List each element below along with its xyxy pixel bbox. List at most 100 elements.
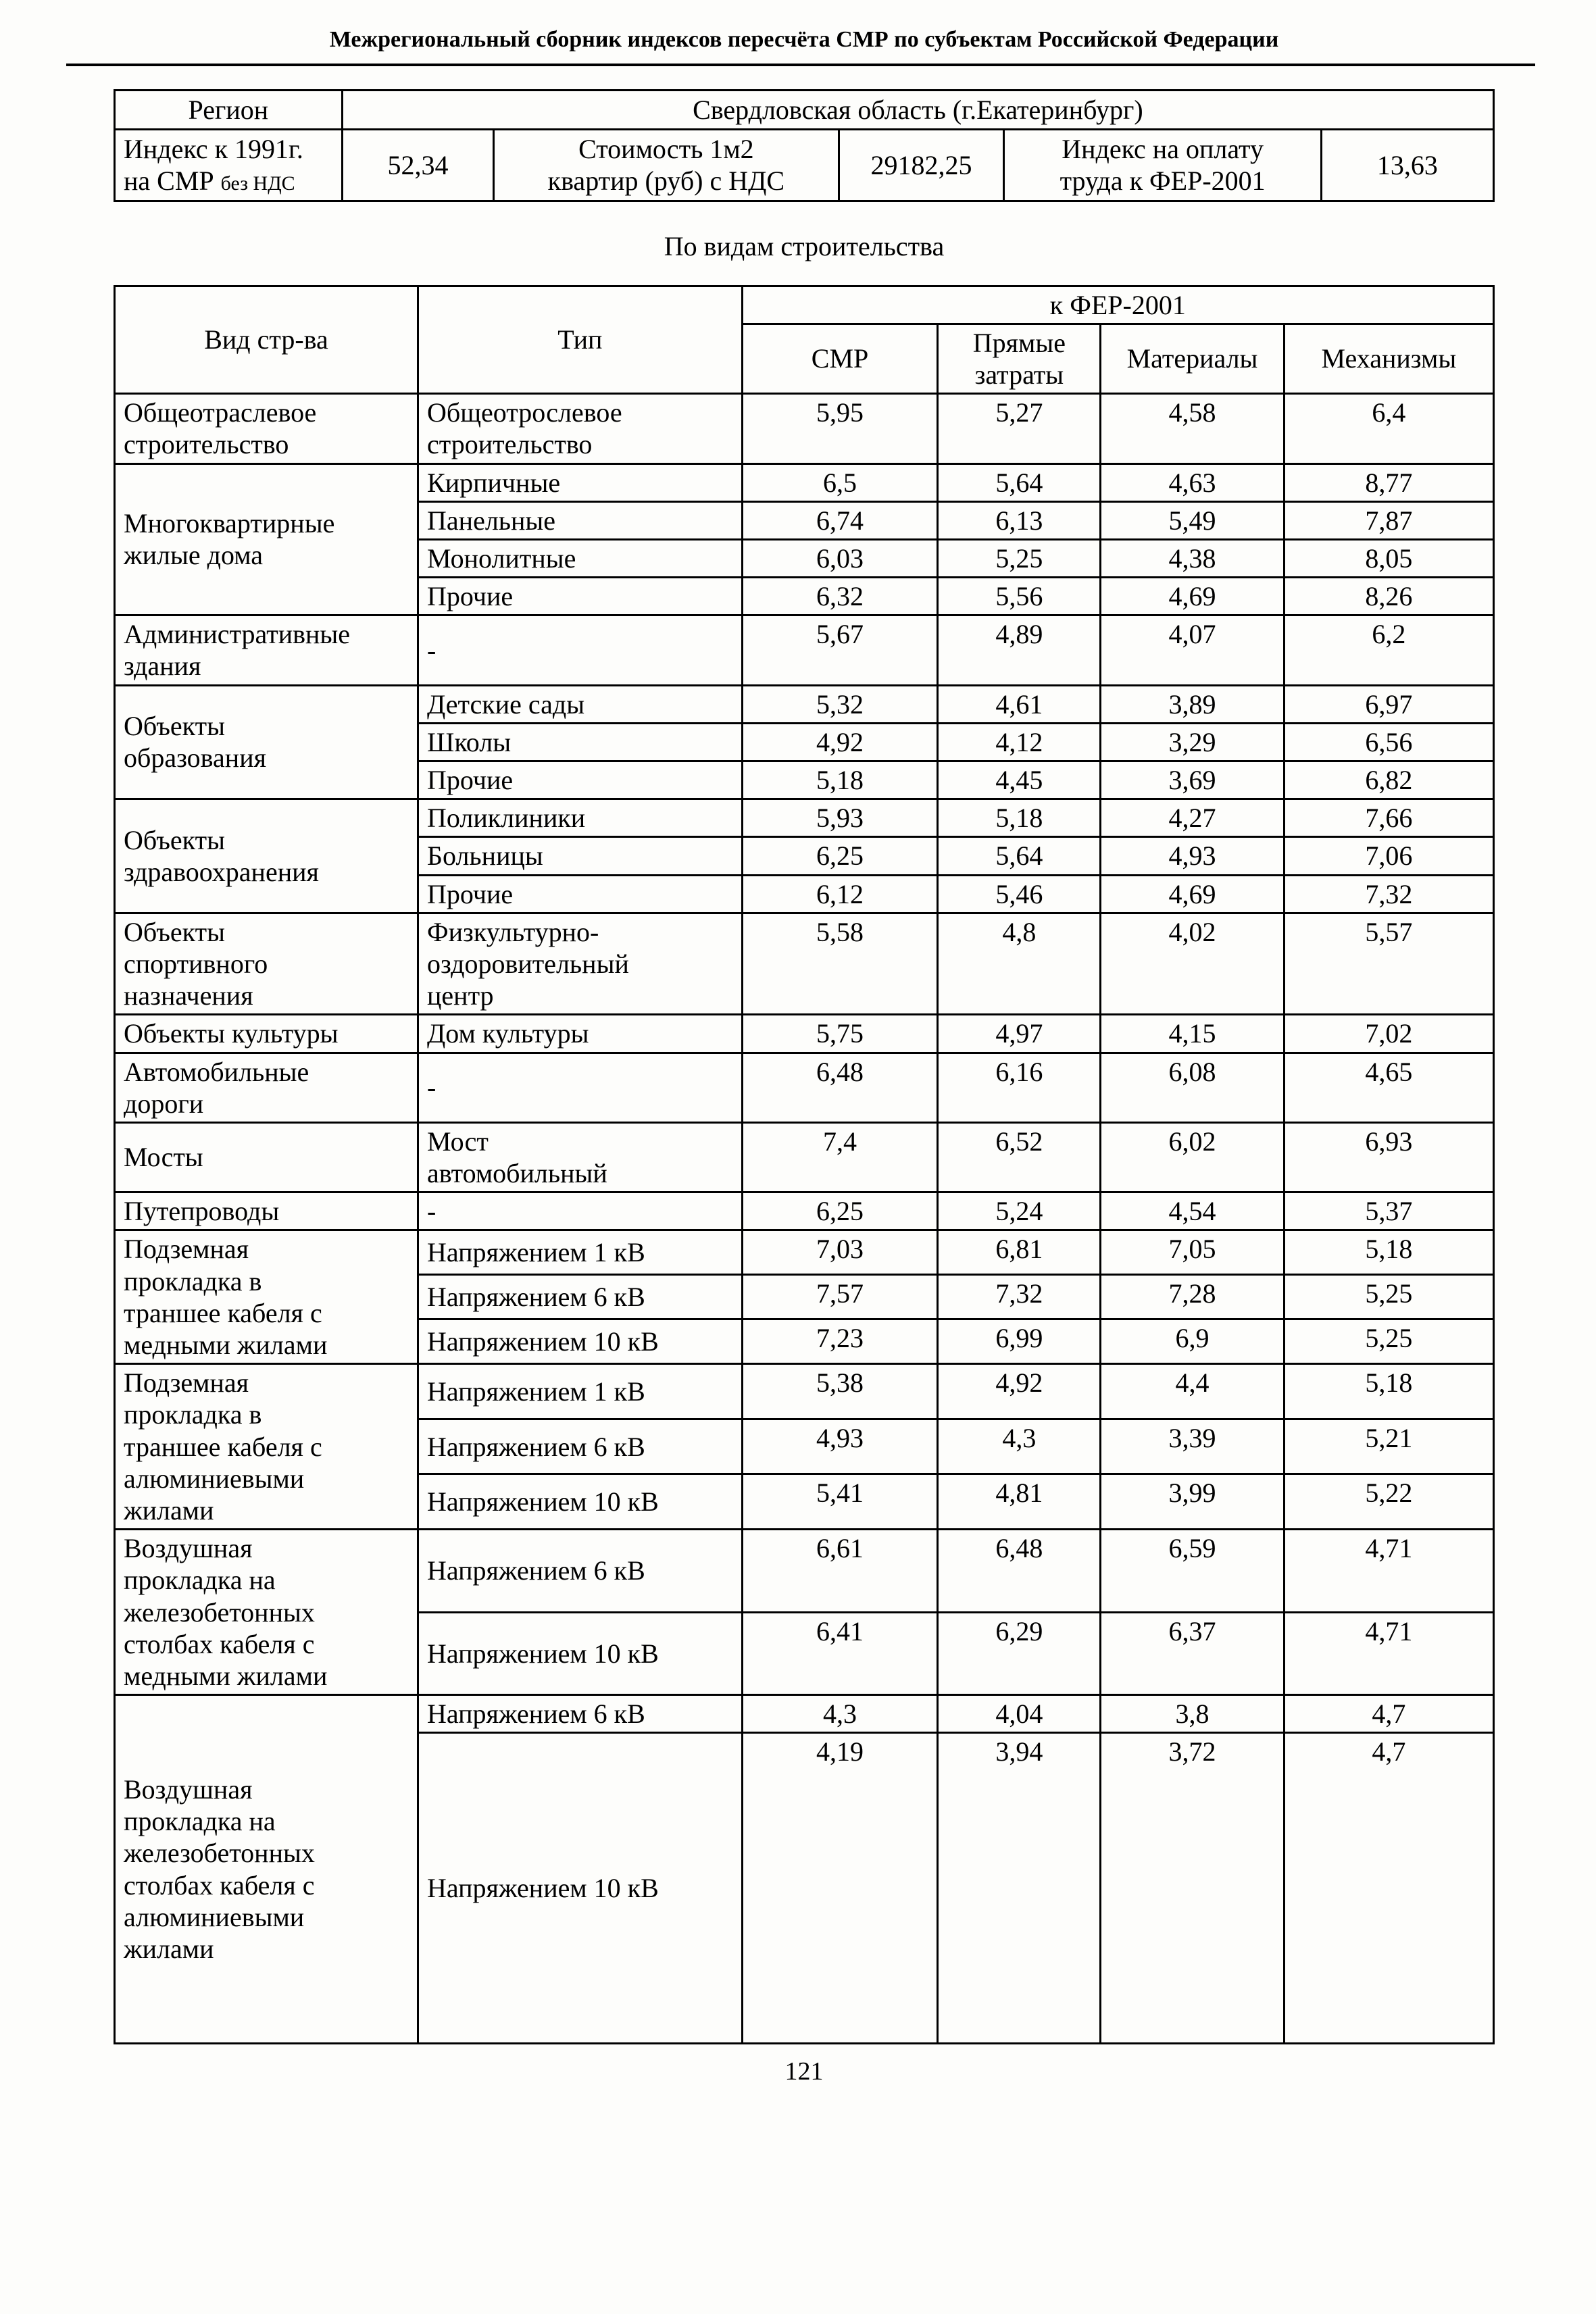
type-cell: Напряжением 10 кВ — [417, 1473, 743, 1531]
direct-costs-value: 5,56 — [937, 576, 1102, 617]
smr-value: 6,12 — [741, 874, 939, 914]
direct-costs-value: 5,18 — [937, 798, 1102, 838]
summary-row-indexes: Индекс к 1991г. на СМР без НДС 52,34 Стои… — [114, 128, 1495, 202]
smr-value: 6,32 — [741, 576, 939, 617]
type-cell: Монолитные — [417, 538, 743, 579]
materials-value: 4,69 — [1099, 874, 1285, 914]
summary-row-region: Регион Свердловская область (г.Екатеринб… — [114, 89, 1495, 131]
materials-value: 7,05 — [1099, 1229, 1285, 1276]
materials-value: 7,28 — [1099, 1274, 1285, 1321]
type-cell: Напряжением 10 кВ — [417, 1318, 743, 1365]
mechanisms-value: 7,06 — [1282, 836, 1495, 876]
type-cell: Напряжением 6 кВ — [417, 1274, 743, 1321]
mechanisms-value: 7,66 — [1282, 798, 1495, 838]
mechanisms-value: 6,97 — [1282, 684, 1495, 724]
table-row: Подземная прокладка в траншее кабеля с а… — [113, 1363, 1495, 1531]
smr-value: 7,03 — [741, 1229, 939, 1276]
mechanisms-value: 6,82 — [1282, 759, 1495, 801]
smr-value: 6,25 — [741, 836, 939, 876]
type-cell: Кирпичные — [417, 462, 743, 503]
materials-value: 3,8 — [1099, 1694, 1285, 1734]
document-title: Межрегиональный сборник индексов пересчё… — [329, 27, 1279, 52]
type-cell: Физкультурно- оздоровительный центр — [417, 911, 743, 1016]
region-summary-table: Регион Свердловская область (г.Екатеринб… — [114, 89, 1495, 202]
construction-kind-cell: Объекты образования — [113, 684, 420, 801]
type-cell: Прочие — [417, 576, 743, 617]
materials-value: 4,63 — [1099, 462, 1285, 503]
materials-value: 4,02 — [1099, 911, 1285, 1016]
header-rule — [66, 64, 1535, 66]
type-cell: Детские сады — [417, 684, 743, 724]
smr-value: 6,25 — [741, 1191, 939, 1232]
direct-costs-value: 6,13 — [937, 500, 1102, 540]
construction-kind-cell: Воздушная прокладка на железобетонных ст… — [113, 1528, 420, 1696]
smr-value: 6,41 — [741, 1611, 939, 1696]
mechanisms-value: 4,65 — [1282, 1051, 1495, 1124]
table-row: Объекты образования Детские сады 5,32 4,61 3… — [113, 684, 1495, 801]
labor-index-label: Индекс на оплату труда к ФЕР-2001 — [1003, 128, 1322, 202]
col-header-fer-group: к ФЕР-2001 — [741, 284, 1495, 325]
type-cell: Поликлиники — [417, 798, 743, 838]
table-row: Напряжением 6 кВ 4,93 4,3 3,39 5,21 — [115, 1417, 1495, 1476]
smr-index-value: 52,34 — [341, 128, 495, 202]
direct-costs-value: 5,25 — [937, 538, 1102, 579]
smr-value: 4,19 — [741, 1732, 939, 2045]
smr-value: 6,61 — [741, 1528, 939, 1613]
direct-costs-value: 6,81 — [937, 1229, 1102, 1276]
direct-costs-value: 5,64 — [937, 836, 1102, 876]
col-header-construction-kind: Вид стр-ва — [113, 284, 420, 395]
table-row: Многоквартирные жилые дома Кирпичные 6,5 5,… — [113, 462, 1495, 617]
construction-kind-cell: Административные здания — [113, 614, 420, 686]
construction-kind-cell: Объекты культуры — [113, 1013, 420, 1054]
materials-value: 4,69 — [1099, 576, 1285, 617]
cost-per-m2-label: Стоимость 1м2 квартир (руб) с НДС — [493, 128, 840, 202]
mechanisms-value: 4,7 — [1282, 1694, 1495, 1734]
construction-index-table: Вид стр-ва Тип к ФЕР-2001 СМР Прямые зат… — [113, 284, 1495, 2045]
table-row: Административные здания -5,67 4,89 4,07 6,2 — [113, 614, 1495, 686]
table-row: Монолитные 6,03 5,25 4,38 8,05 — [115, 538, 1495, 579]
table-row: Напряжением 10 кВ 5,41 4,81 3,99 5,22 — [115, 1473, 1495, 1531]
smr-value: 6,48 — [741, 1051, 939, 1124]
table-row: Объекты культуры Дом культуры 5,75 4,97 4,15… — [113, 1013, 1495, 1054]
materials-value: 4,38 — [1099, 538, 1285, 579]
direct-costs-value: 6,99 — [937, 1318, 1102, 1365]
direct-costs-value: 4,81 — [937, 1473, 1102, 1531]
smr-value: 5,95 — [741, 393, 939, 465]
direct-costs-value: 5,27 — [937, 393, 1102, 465]
mechanisms-value: 4,71 — [1282, 1611, 1495, 1696]
materials-value: 6,59 — [1099, 1528, 1285, 1613]
mechanisms-value: 5,57 — [1282, 911, 1495, 1016]
direct-costs-value: 4,04 — [937, 1694, 1102, 1734]
materials-value: 3,29 — [1099, 722, 1285, 763]
table-row: Панельные 6,74 6,13 5,49 7,87 — [115, 500, 1495, 540]
col-header-type: Тип — [417, 284, 743, 395]
table-row: Прочие 5,18 4,45 3,69 6,82 — [115, 759, 1495, 801]
type-cell: Школы — [417, 722, 743, 763]
direct-costs-value: 6,16 — [937, 1051, 1102, 1124]
mechanisms-value: 5,25 — [1282, 1274, 1495, 1321]
materials-value: 4,07 — [1099, 614, 1285, 686]
materials-value: 4,4 — [1099, 1363, 1285, 1420]
smr-value: 5,67 — [741, 614, 939, 686]
smr-value: 7,57 — [741, 1274, 939, 1321]
type-cell: - — [417, 1051, 743, 1124]
direct-costs-value: 4,45 — [937, 759, 1102, 801]
type-cell: Прочие — [417, 874, 743, 914]
direct-costs-value: 3,94 — [937, 1732, 1102, 2045]
smr-value: 5,38 — [741, 1363, 939, 1420]
smr-value: 5,93 — [741, 798, 939, 838]
type-cell: Напряжением 6 кВ — [417, 1417, 743, 1476]
type-cell: Больницы — [417, 836, 743, 876]
direct-costs-value: 6,48 — [937, 1528, 1102, 1613]
smr-value: 6,03 — [741, 538, 939, 579]
mechanisms-value: 7,02 — [1282, 1013, 1495, 1054]
table-header-row-top: Вид стр-ва Тип к ФЕР-2001 — [113, 284, 1495, 395]
construction-table-body: Общеотраслевое строительство Общеотрослев… — [113, 393, 1495, 2045]
construction-kind-cell: Многоквартирные жилые дома — [113, 462, 420, 617]
materials-value: 3,39 — [1099, 1417, 1285, 1476]
materials-value: 3,89 — [1099, 684, 1285, 724]
materials-value: 4,27 — [1099, 798, 1285, 838]
mechanisms-value: 8,26 — [1282, 576, 1495, 617]
materials-value: 6,9 — [1099, 1318, 1285, 1365]
